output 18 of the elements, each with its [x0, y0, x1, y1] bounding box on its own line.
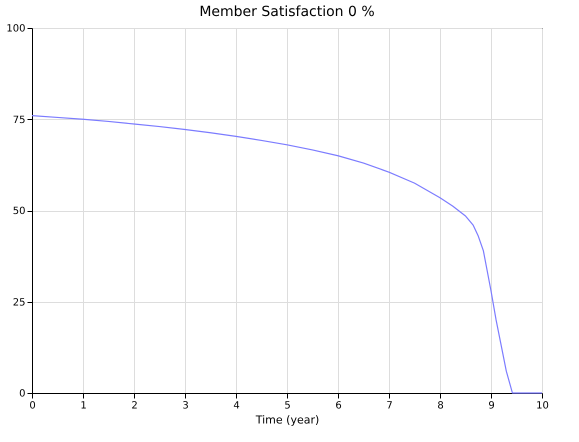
x-tick-label: 6	[335, 400, 342, 412]
y-tick-label: 25	[12, 297, 26, 308]
x-tick-label: 10	[536, 400, 549, 412]
x-tick-label: 3	[182, 400, 189, 412]
y-tick-label: 0	[19, 388, 26, 400]
x-tick-label: 8	[437, 400, 444, 412]
chart-title: Member Satisfaction 0 %	[199, 4, 375, 20]
x-tick-label: 4	[233, 400, 240, 412]
x-tick-label: 9	[488, 400, 495, 412]
x-tick-label: 0	[29, 400, 36, 412]
x-tick-label: 5	[284, 400, 291, 412]
y-tick-label: 75	[12, 114, 26, 126]
x-tick-label: 1	[80, 400, 87, 412]
x-tick-label: 2	[131, 400, 138, 412]
y-tick-label: 100	[6, 24, 26, 34]
x-tick-label: 7	[386, 400, 393, 412]
x-axis-title: Time (year)	[254, 414, 320, 426]
y-tick-label: 50	[12, 206, 26, 217]
